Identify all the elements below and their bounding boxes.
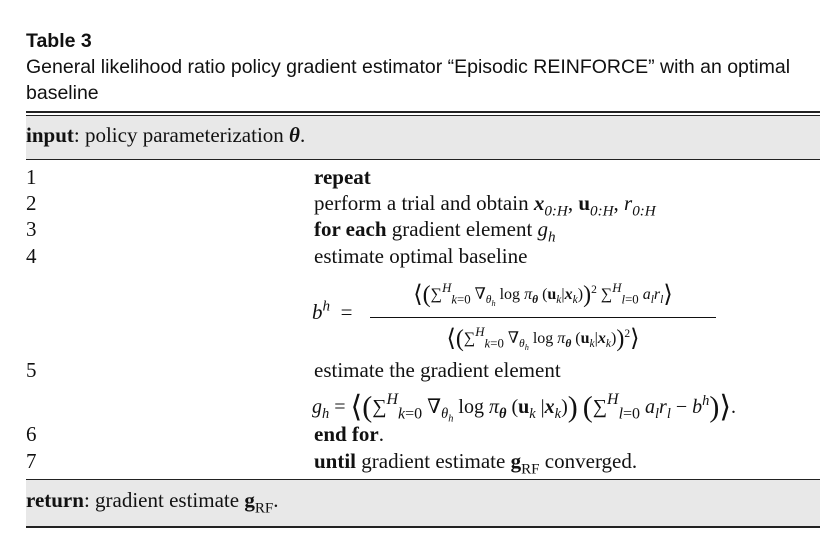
step-until: until gradient estimate gRF converged. bbox=[314, 448, 638, 478]
line-number: 5 bbox=[26, 358, 37, 382]
input-line: input: policy parameterization θ. bbox=[26, 122, 305, 148]
step-for-each: for each gradient element gh bbox=[314, 216, 556, 246]
baseline-equation: bh = ⟨(∑Hk=0 ∇θh log πθ (uk|xk))2 ∑Hl=0 … bbox=[312, 278, 792, 364]
baseline-lhs: bh = bbox=[312, 298, 353, 324]
step-estimate-baseline: estimate optimal baseline bbox=[314, 243, 527, 269]
gradient-equation: gh = ⟨(∑Hk=0 ∇θh log πθ (uk |xk)) (∑Hl=0… bbox=[312, 390, 737, 425]
baseline-denominator: ⟨(∑Hk=0 ∇θh log πθ (uk|xk))2⟩ bbox=[446, 325, 640, 353]
return-line: return: gradient estimate gRF. bbox=[26, 487, 279, 517]
step-text: converged. bbox=[539, 449, 638, 473]
footer-rule bbox=[26, 479, 820, 480]
repeat-keyword: repeat bbox=[314, 165, 371, 189]
fraction-bar bbox=[370, 317, 716, 319]
trial-math: x0:H, u0:H, r0:H bbox=[533, 191, 656, 220]
input-period: . bbox=[299, 123, 306, 147]
return-period: . bbox=[273, 488, 279, 512]
step-text: estimate the gradient element bbox=[314, 358, 561, 382]
end-for-keyword: end for bbox=[314, 422, 379, 446]
baseline-numerator: ⟨(∑Hk=0 ∇θh log πθ (uk|xk))2 ∑Hl=0 alrl⟩ bbox=[413, 281, 673, 309]
step-end-for: end for. bbox=[314, 421, 384, 447]
theta-symbol: θ bbox=[289, 123, 300, 147]
table-label: Table 3 bbox=[26, 30, 92, 52]
step-repeat: repeat bbox=[314, 164, 371, 190]
step-text: gradient element bbox=[386, 217, 538, 241]
line-number: 2 bbox=[26, 191, 37, 215]
footer-band bbox=[26, 480, 820, 526]
top-rule-thin bbox=[26, 115, 820, 116]
line-number: 4 bbox=[26, 244, 37, 268]
step-estimate-gradient: estimate the gradient element bbox=[314, 357, 561, 383]
return-text: : gradient estimate bbox=[83, 488, 245, 512]
step-text: . bbox=[378, 422, 384, 446]
table-caption: Table 3 General likelihood ratio policy … bbox=[26, 28, 826, 106]
input-text: : policy parameterization bbox=[73, 123, 290, 147]
step-text: perform a trial and obtain bbox=[314, 191, 534, 215]
grf-symbol: gRF bbox=[510, 449, 540, 478]
line-number: 3 bbox=[26, 217, 37, 241]
line-number: 1 bbox=[26, 165, 37, 189]
step-text: gradient estimate bbox=[356, 449, 511, 473]
bottom-rule bbox=[26, 526, 820, 528]
line-number: 7 bbox=[26, 449, 37, 473]
step-trial: perform a trial and obtain x0:H, u0:H, r… bbox=[314, 190, 656, 220]
return-keyword: return bbox=[26, 488, 84, 512]
gh-symbol: gh bbox=[537, 217, 556, 246]
header-rule bbox=[26, 159, 820, 160]
line-number: 6 bbox=[26, 422, 37, 446]
grf-symbol: gRF bbox=[244, 488, 274, 517]
step-text: estimate optimal baseline bbox=[314, 244, 528, 268]
until-keyword: until bbox=[314, 449, 357, 473]
table-title: General likelihood ratio policy gradient… bbox=[26, 56, 791, 104]
header-band bbox=[26, 116, 820, 159]
for-each-keyword: for each bbox=[314, 217, 387, 241]
input-keyword: input bbox=[26, 123, 74, 147]
top-rule-thick bbox=[26, 111, 820, 113]
